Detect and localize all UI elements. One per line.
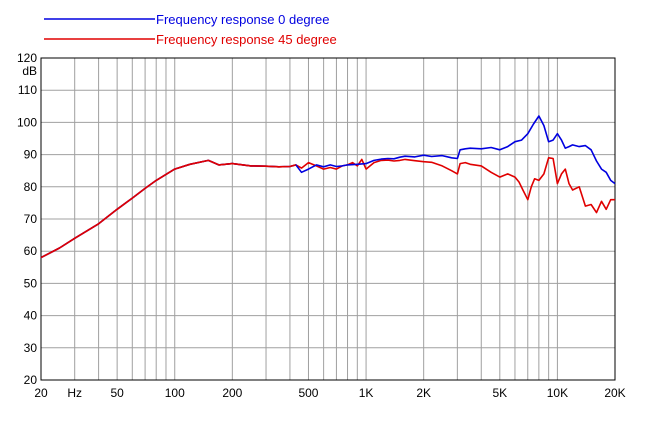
y-tick-label: 120 [17,51,37,65]
y-tick-label: 30 [24,341,38,355]
series-layer [40,115,616,259]
series-line-45-degree [40,157,615,259]
y-tick-label: 110 [18,83,37,97]
legend-label: Frequency response 0 degree [156,12,329,27]
x-tick-label: 5K [492,386,507,400]
y-tick-label: 40 [24,309,38,323]
legend: Frequency response 0 degree Frequency res… [44,12,337,47]
plot-frame [40,57,616,381]
x-tick-label: 10K [547,386,568,400]
grid-lines [41,57,615,381]
x-tick-label: 500 [298,386,318,400]
y-tick-label: 100 [17,115,37,129]
x-tick-label: 200 [222,386,242,400]
y-tick-label: 60 [24,244,38,258]
y-tick-label: 90 [24,148,38,162]
y-tick-label: 20 [24,373,38,387]
legend-label: Frequency response 45 degree [156,32,337,47]
series-line-45-degree-overlay [40,159,297,259]
x-tick-label: 1K [359,386,374,400]
y-tick-label: 50 [24,276,38,290]
x-tick-label: 50 [110,386,124,400]
y-tick-label: 70 [24,212,38,226]
x-tick-label: 2K [416,386,431,400]
x-tick-labels: 20 50 100 200 500 1K 2K 5K 10K 20K [34,386,625,400]
x-tick-label: 100 [165,386,185,400]
x-tick-label: 20 [34,386,48,400]
x-tick-label: 20K [604,386,625,400]
x-axis-unit-label: Hz [67,386,82,400]
y-tick-label: 80 [24,180,38,194]
y-tick-labels: 20 30 40 50 60 70 80 90 100 110 120 [17,51,37,387]
y-axis-unit-label: dB [22,64,37,78]
